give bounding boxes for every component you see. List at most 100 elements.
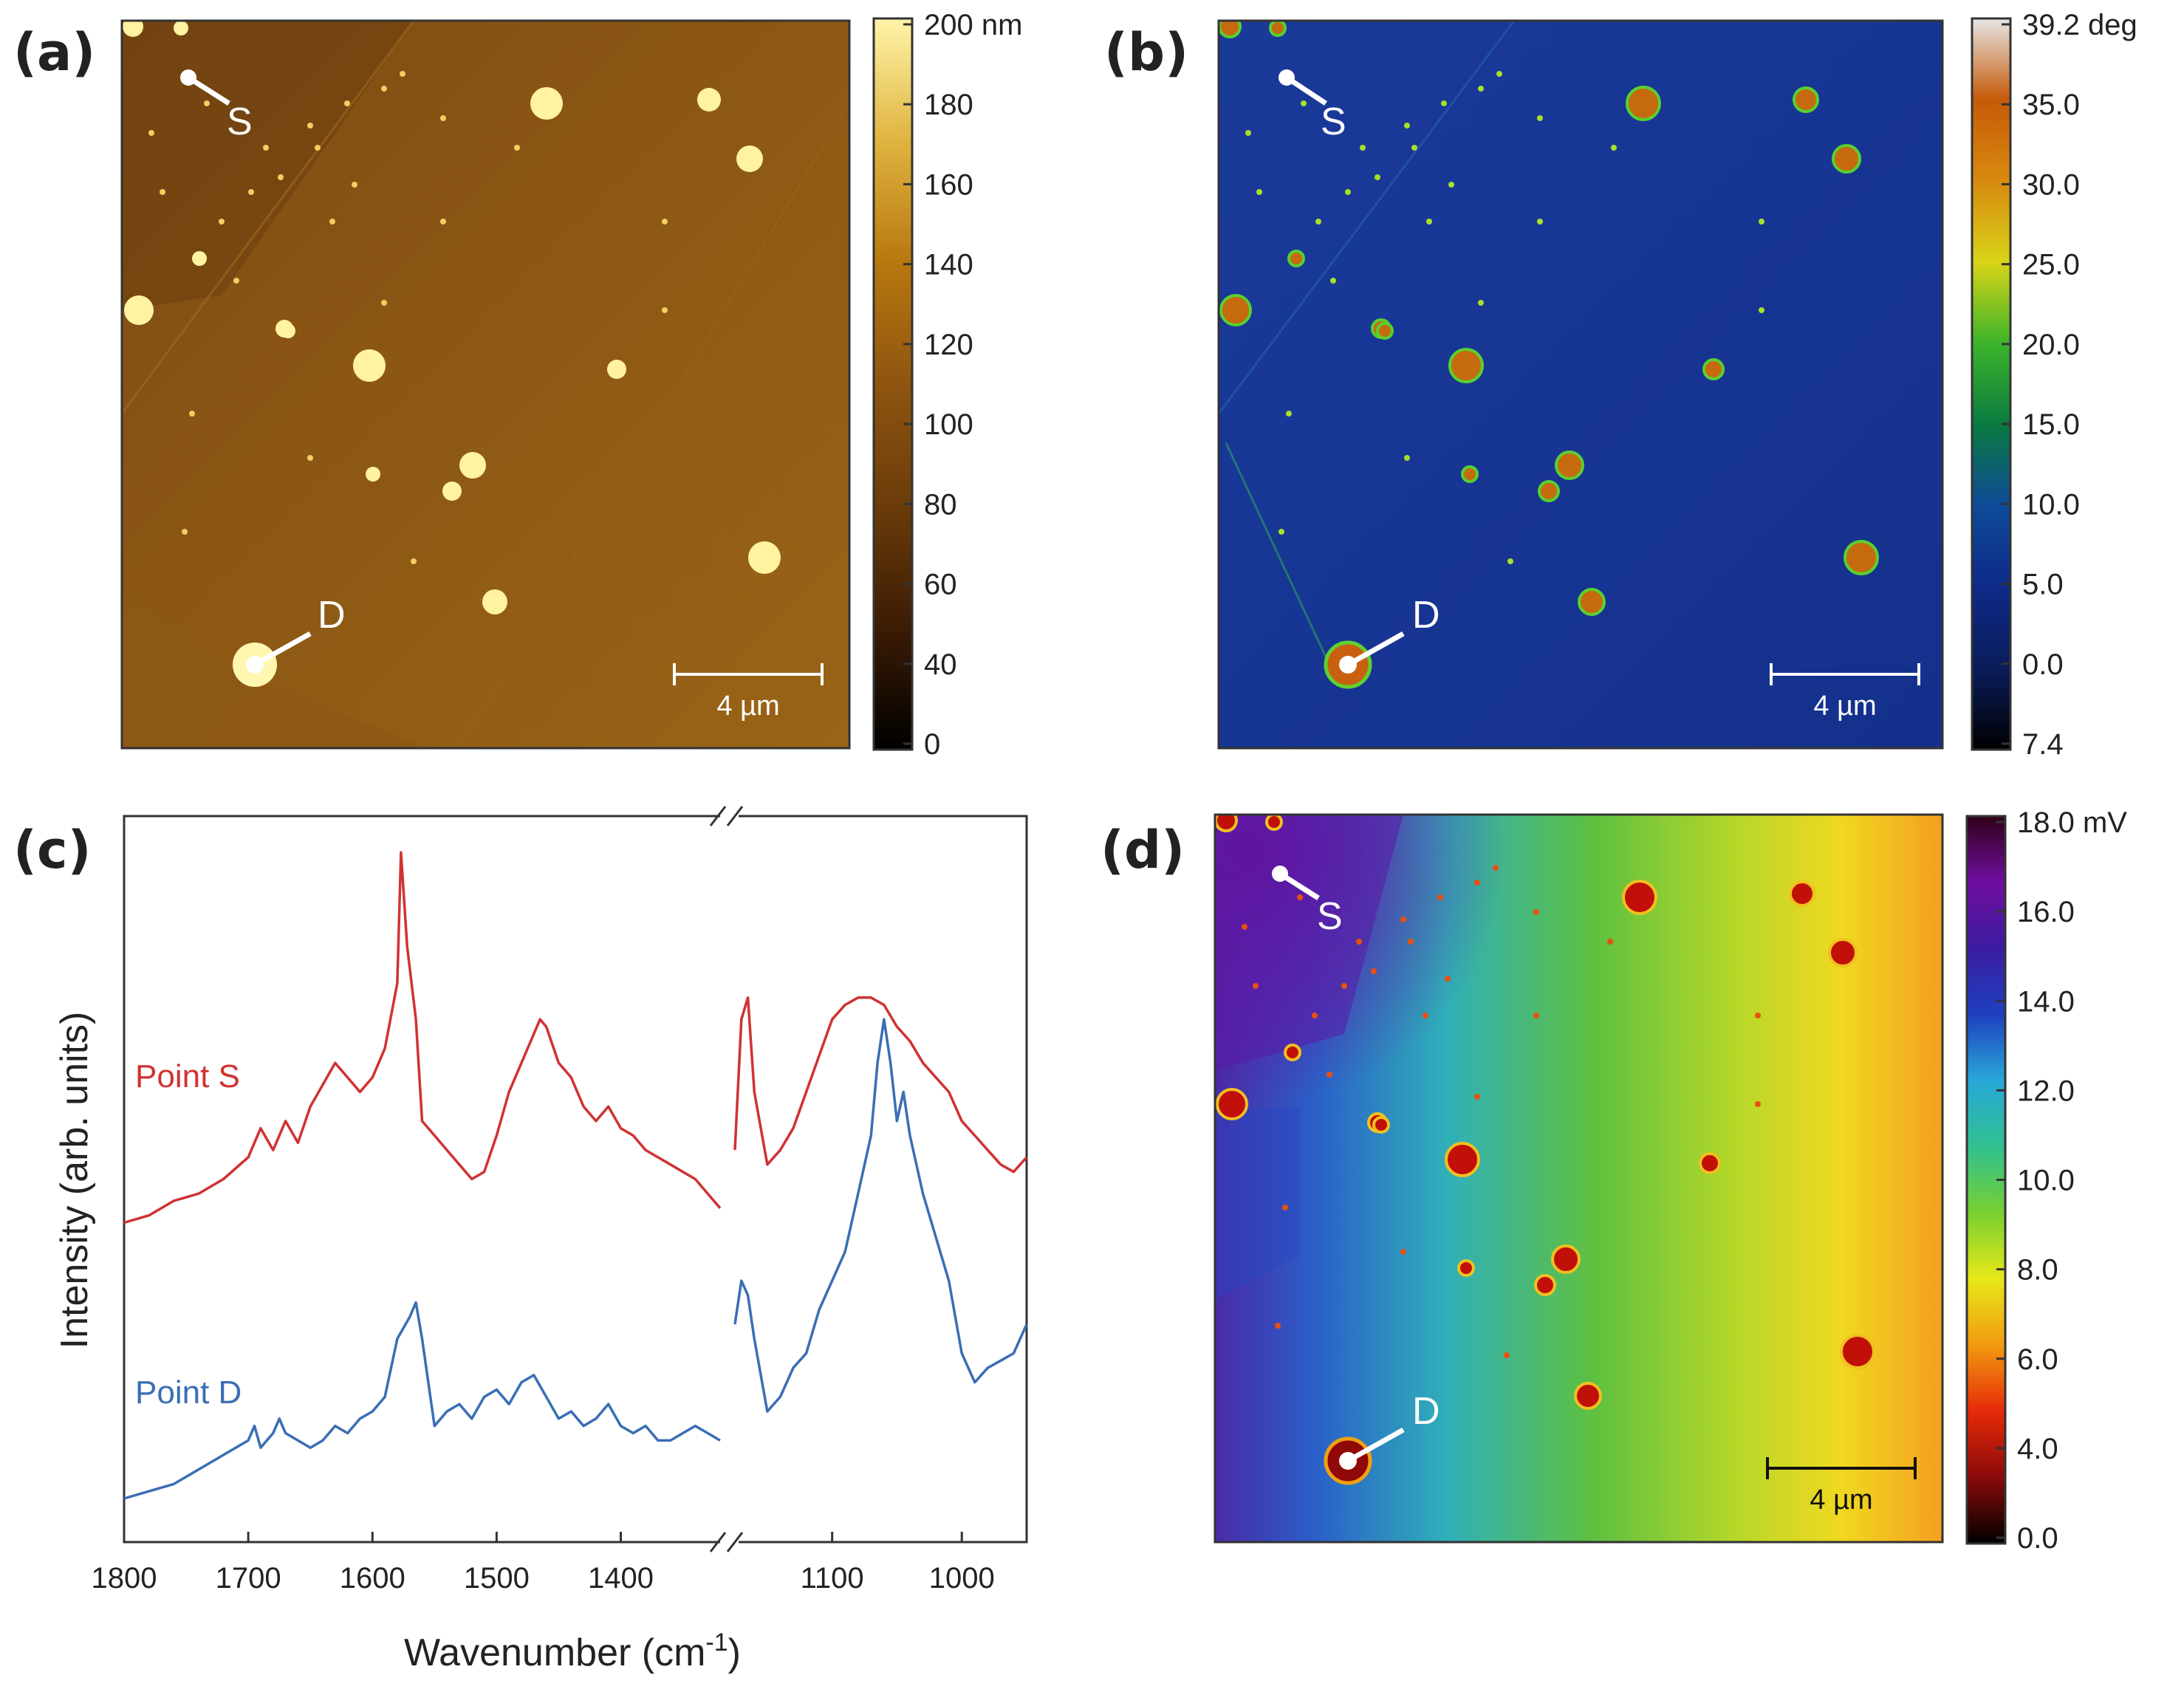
particle [1793, 86, 1819, 113]
particle [278, 174, 284, 180]
particle [366, 467, 380, 482]
colorbar-tick-label: 5.0 [2022, 569, 2064, 601]
panel-a: (a) S D 4 µm 200 n [13, 9, 1022, 761]
particle [514, 145, 520, 151]
particle [1789, 880, 1815, 907]
panel-b: (b) S D 4 µm 39.2 deg 35.0 30.0 25.0 20.0 15.… [1104, 9, 2137, 761]
colorbar-tick-label: 0.0 [2022, 648, 2064, 681]
particle [123, 21, 143, 37]
particle [1493, 865, 1499, 871]
colorbar-tick-label: 200 nm [924, 9, 1022, 41]
particle [189, 411, 195, 417]
colorbar-tick-label: 12.0 [2017, 1075, 2075, 1107]
particle [1400, 917, 1406, 922]
colorbar-b: 39.2 deg 35.0 30.0 25.0 20.0 15.0 10.0 5.0 0.0 7.… [1971, 9, 2137, 761]
colorbar-tick-label: 10.0 [2017, 1165, 2075, 1197]
particle [1448, 348, 1484, 383]
colorbar-tick-label: 16.0 [2017, 896, 2075, 928]
x-axis-ticks: 1800 1700 1600 1500 1400 1100 1000 [92, 1532, 995, 1595]
svg-text:D: D [1412, 594, 1440, 637]
colorbar-tick-label: 120 [924, 329, 973, 361]
particle [1256, 189, 1262, 195]
svg-text:D: D [318, 594, 346, 637]
particle [315, 145, 321, 151]
colorbar-tick-label: 60 [924, 569, 957, 601]
particle [1578, 588, 1606, 616]
particle [1622, 880, 1657, 915]
svg-text:S: S [1317, 895, 1343, 938]
colorbar-d: 18.0 mV 16.0 14.0 12.0 10.0 8.0 6.0 4.0 0.0 [1965, 806, 2127, 1555]
marker-d: D [246, 594, 346, 674]
particle [400, 71, 405, 77]
particle [1555, 451, 1584, 480]
x-axis-label: Wavenumber (cm-1) [404, 1628, 741, 1674]
particle [160, 189, 165, 195]
colorbar-tick-label: 25.0 [2022, 249, 2080, 281]
particle [662, 307, 668, 313]
colorbar-tick-label: 35.0 [2022, 89, 2080, 121]
particle [1504, 1352, 1510, 1358]
particle [1372, 1116, 1390, 1134]
particle [307, 123, 313, 129]
particle [1341, 983, 1347, 989]
particle [1284, 1044, 1301, 1061]
particle [1533, 1013, 1539, 1018]
particle [1478, 86, 1484, 92]
panel-c: (c) 1800 1700 1600 1500 1400 1100 1000 Point S… [13, 806, 1028, 1674]
particle [459, 452, 486, 479]
particle [1215, 815, 1238, 832]
particle [1832, 144, 1861, 174]
particle [233, 278, 239, 284]
particle [1844, 540, 1879, 575]
particle [1457, 1259, 1475, 1277]
particle [1478, 300, 1484, 306]
colorbar-tick-label: 4.0 [2017, 1433, 2058, 1465]
svg-text:D: D [1412, 1390, 1440, 1433]
series-line-point-d [123, 1301, 721, 1500]
colorbar-tick-label: 80 [924, 488, 957, 521]
colorbar-tick-label: 8.0 [2017, 1254, 2058, 1287]
particle [1297, 894, 1303, 900]
particle [1533, 909, 1539, 915]
particle [248, 189, 254, 195]
particle [1759, 307, 1764, 313]
particle [1275, 1323, 1281, 1329]
panel-b-label: (b) [1104, 22, 1188, 83]
particle [1537, 115, 1543, 121]
colorbar-tick-label: 140 [924, 249, 973, 281]
particle [442, 482, 462, 501]
x-tick-label: 1400 [588, 1562, 654, 1595]
particle [1301, 100, 1307, 106]
svg-text:S: S [227, 100, 253, 143]
colorbar-tick-label: 0.0 [2017, 1522, 2058, 1555]
particle [697, 88, 721, 112]
phase-image [1219, 21, 1942, 748]
particle [1702, 358, 1725, 380]
particle [353, 349, 386, 382]
particle [1441, 100, 1447, 106]
particle [1327, 1072, 1332, 1078]
svg-text:4 µm: 4 µm [1813, 691, 1876, 722]
particle [440, 219, 446, 225]
particle [1607, 939, 1613, 945]
particle [1330, 278, 1336, 284]
particle [1400, 1249, 1406, 1255]
particle [1219, 21, 1242, 38]
particle [192, 251, 207, 266]
particle [329, 219, 335, 225]
particle [1371, 968, 1377, 974]
particle [1474, 880, 1480, 886]
colorbar-tick-label: 180 [924, 89, 973, 121]
particle [281, 323, 295, 338]
particle [1537, 219, 1543, 225]
colorbar-tick-label: 39.2 deg [2022, 9, 2137, 41]
particle [1626, 86, 1661, 121]
marker-s: S [1278, 69, 1346, 143]
particle [1496, 71, 1502, 77]
legend-point-s: Point S [135, 1058, 240, 1095]
marker-s: S [180, 69, 253, 143]
colorbar-tick-label: 6.0 [2017, 1343, 2058, 1376]
particle [1408, 939, 1414, 945]
kpfm-particles [1215, 815, 1875, 1485]
colorbar-tick-label: 7.4 [2022, 728, 2064, 761]
